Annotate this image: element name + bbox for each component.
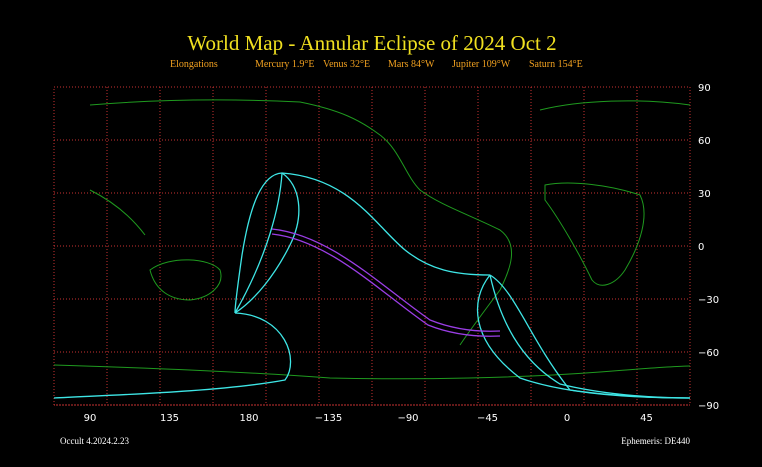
longitude-label: 180 bbox=[239, 413, 258, 424]
limit-curve bbox=[489, 274, 691, 399]
longitude-label: −90 bbox=[397, 413, 418, 424]
coastlines bbox=[53, 99, 691, 380]
latitude-label: 30 bbox=[698, 189, 711, 200]
elongation-item: Mercury 1.9°E bbox=[255, 59, 315, 70]
limit-curve bbox=[53, 312, 292, 399]
americas bbox=[89, 99, 513, 346]
elongation-label: Elongations bbox=[170, 59, 218, 70]
ephemeris: Ephemeris: DE440 bbox=[621, 436, 690, 446]
longitude-label: 90 bbox=[84, 413, 97, 424]
elongation-item: Mars 84°W bbox=[388, 59, 435, 70]
australia-asia bbox=[89, 189, 222, 301]
latitude-label: 60 bbox=[698, 136, 711, 147]
latitude-labels: 90 60 30 0 −30 −60 −90 bbox=[698, 83, 719, 412]
longitude-labels: 90 135 180 −135 −90 −45 0 45 bbox=[84, 413, 653, 424]
latitude-label: −30 bbox=[698, 295, 719, 306]
elongation-item: Venus 32°E bbox=[323, 59, 370, 70]
limit-curve bbox=[234, 172, 300, 314]
eclipse-paths bbox=[53, 172, 691, 399]
longitude-label: −135 bbox=[315, 413, 342, 424]
latitude-label: 90 bbox=[698, 83, 711, 94]
longitude-label: 135 bbox=[160, 413, 179, 424]
africa-eurasia bbox=[539, 100, 691, 286]
limit-curve bbox=[234, 172, 283, 314]
version: Occult 4.2024.2.23 bbox=[60, 436, 129, 446]
limit-curve bbox=[234, 172, 283, 314]
central-line bbox=[271, 228, 501, 332]
title: World Map - Annular Eclipse of 2024 Oct … bbox=[187, 31, 556, 55]
elongation-item: Saturn 154°E bbox=[529, 59, 583, 70]
elongation-item: Jupiter 109°W bbox=[452, 59, 511, 70]
longitude-label: 0 bbox=[564, 413, 570, 424]
antarctica bbox=[53, 364, 691, 380]
latitude-label: −60 bbox=[698, 348, 719, 359]
latitude-label: −90 bbox=[698, 401, 719, 412]
longitude-label: 45 bbox=[640, 413, 653, 424]
longitude-label: −45 bbox=[477, 413, 498, 424]
central-line bbox=[271, 233, 501, 337]
limit-curve bbox=[281, 172, 491, 276]
latitude-label: 0 bbox=[698, 242, 704, 253]
map-frame bbox=[53, 86, 691, 406]
elongations: Elongations Mercury 1.9°E Venus 32°E Mars 8… bbox=[170, 59, 583, 70]
